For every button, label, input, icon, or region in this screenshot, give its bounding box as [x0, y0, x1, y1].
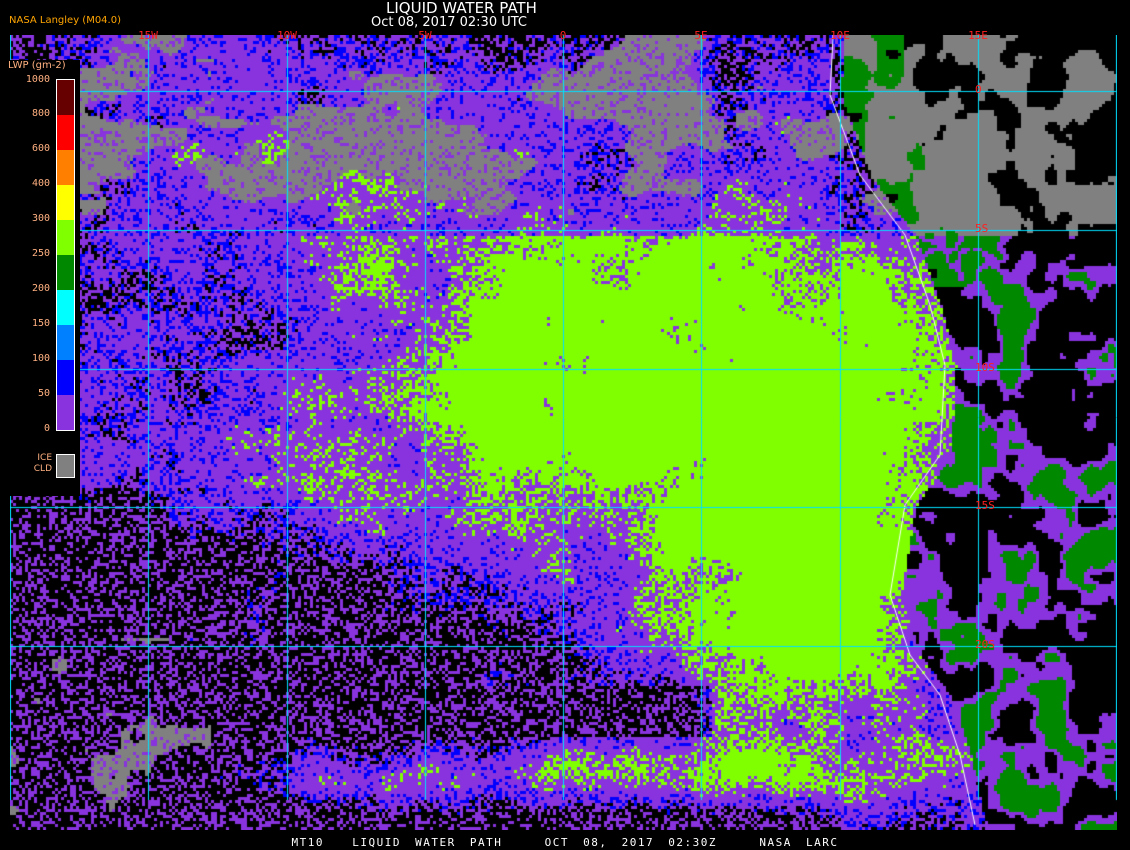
legend-tick: 150 [31, 318, 50, 329]
map-datetime: Oct 08, 2017 02:30 UTC [371, 15, 527, 30]
color-bar [56, 79, 75, 431]
latitude-label: 20S [975, 638, 995, 651]
color-bin [57, 255, 74, 290]
longitude-label: 5W [418, 29, 432, 42]
legend-tick: 0 [43, 423, 50, 434]
legend-tick: 100 [31, 353, 50, 364]
legend-tick: 300 [31, 213, 50, 224]
legend-tick: 250 [31, 248, 50, 259]
color-bin [57, 290, 74, 325]
longitude-label: 15W [138, 29, 158, 42]
legend-tick: 400 [31, 178, 50, 189]
color-bin [57, 325, 74, 360]
longitude-label: 15E [968, 29, 988, 42]
color-bin [57, 80, 74, 115]
color-bin [57, 360, 74, 395]
latitude-label: 15S [975, 499, 995, 512]
legend-tick: 800 [31, 108, 50, 119]
credit-label: NASA Langley (M04.0) [9, 15, 121, 26]
longitude-label: 10W [277, 29, 297, 42]
longitude-label: 0 [559, 29, 567, 42]
ice-cloud-label: ICE CLD [33, 453, 52, 474]
color-bin [57, 115, 74, 150]
color-bin [57, 395, 74, 430]
longitude-label: 5E [694, 29, 708, 42]
ice-cloud-swatch [56, 454, 75, 478]
footer-caption: MT10 LIQUID WATER PATH OCT 08, 2017 02:3… [291, 836, 839, 849]
color-bin [57, 220, 74, 255]
liquid-water-path-map [10, 35, 1117, 830]
map-title: LIQUID WATER PATH [386, 0, 537, 17]
latitude-label: 5S [975, 222, 989, 235]
latitude-label: 0 [975, 83, 982, 96]
longitude-label: 10E [830, 29, 850, 42]
legend-tick: 600 [31, 143, 50, 154]
latitude-label: 10S [975, 361, 995, 374]
legend-tick: 1000 [25, 74, 50, 85]
color-bin [57, 150, 74, 185]
legend-tick: 200 [31, 283, 50, 294]
legend-tick: 50 [37, 388, 50, 399]
legend-title: LWP (gm-2) [8, 60, 66, 71]
color-bin [57, 185, 74, 220]
color-legend: LWP (gm-2) 1000 800 600 400 300 250 200 150 100 5… [8, 60, 80, 496]
